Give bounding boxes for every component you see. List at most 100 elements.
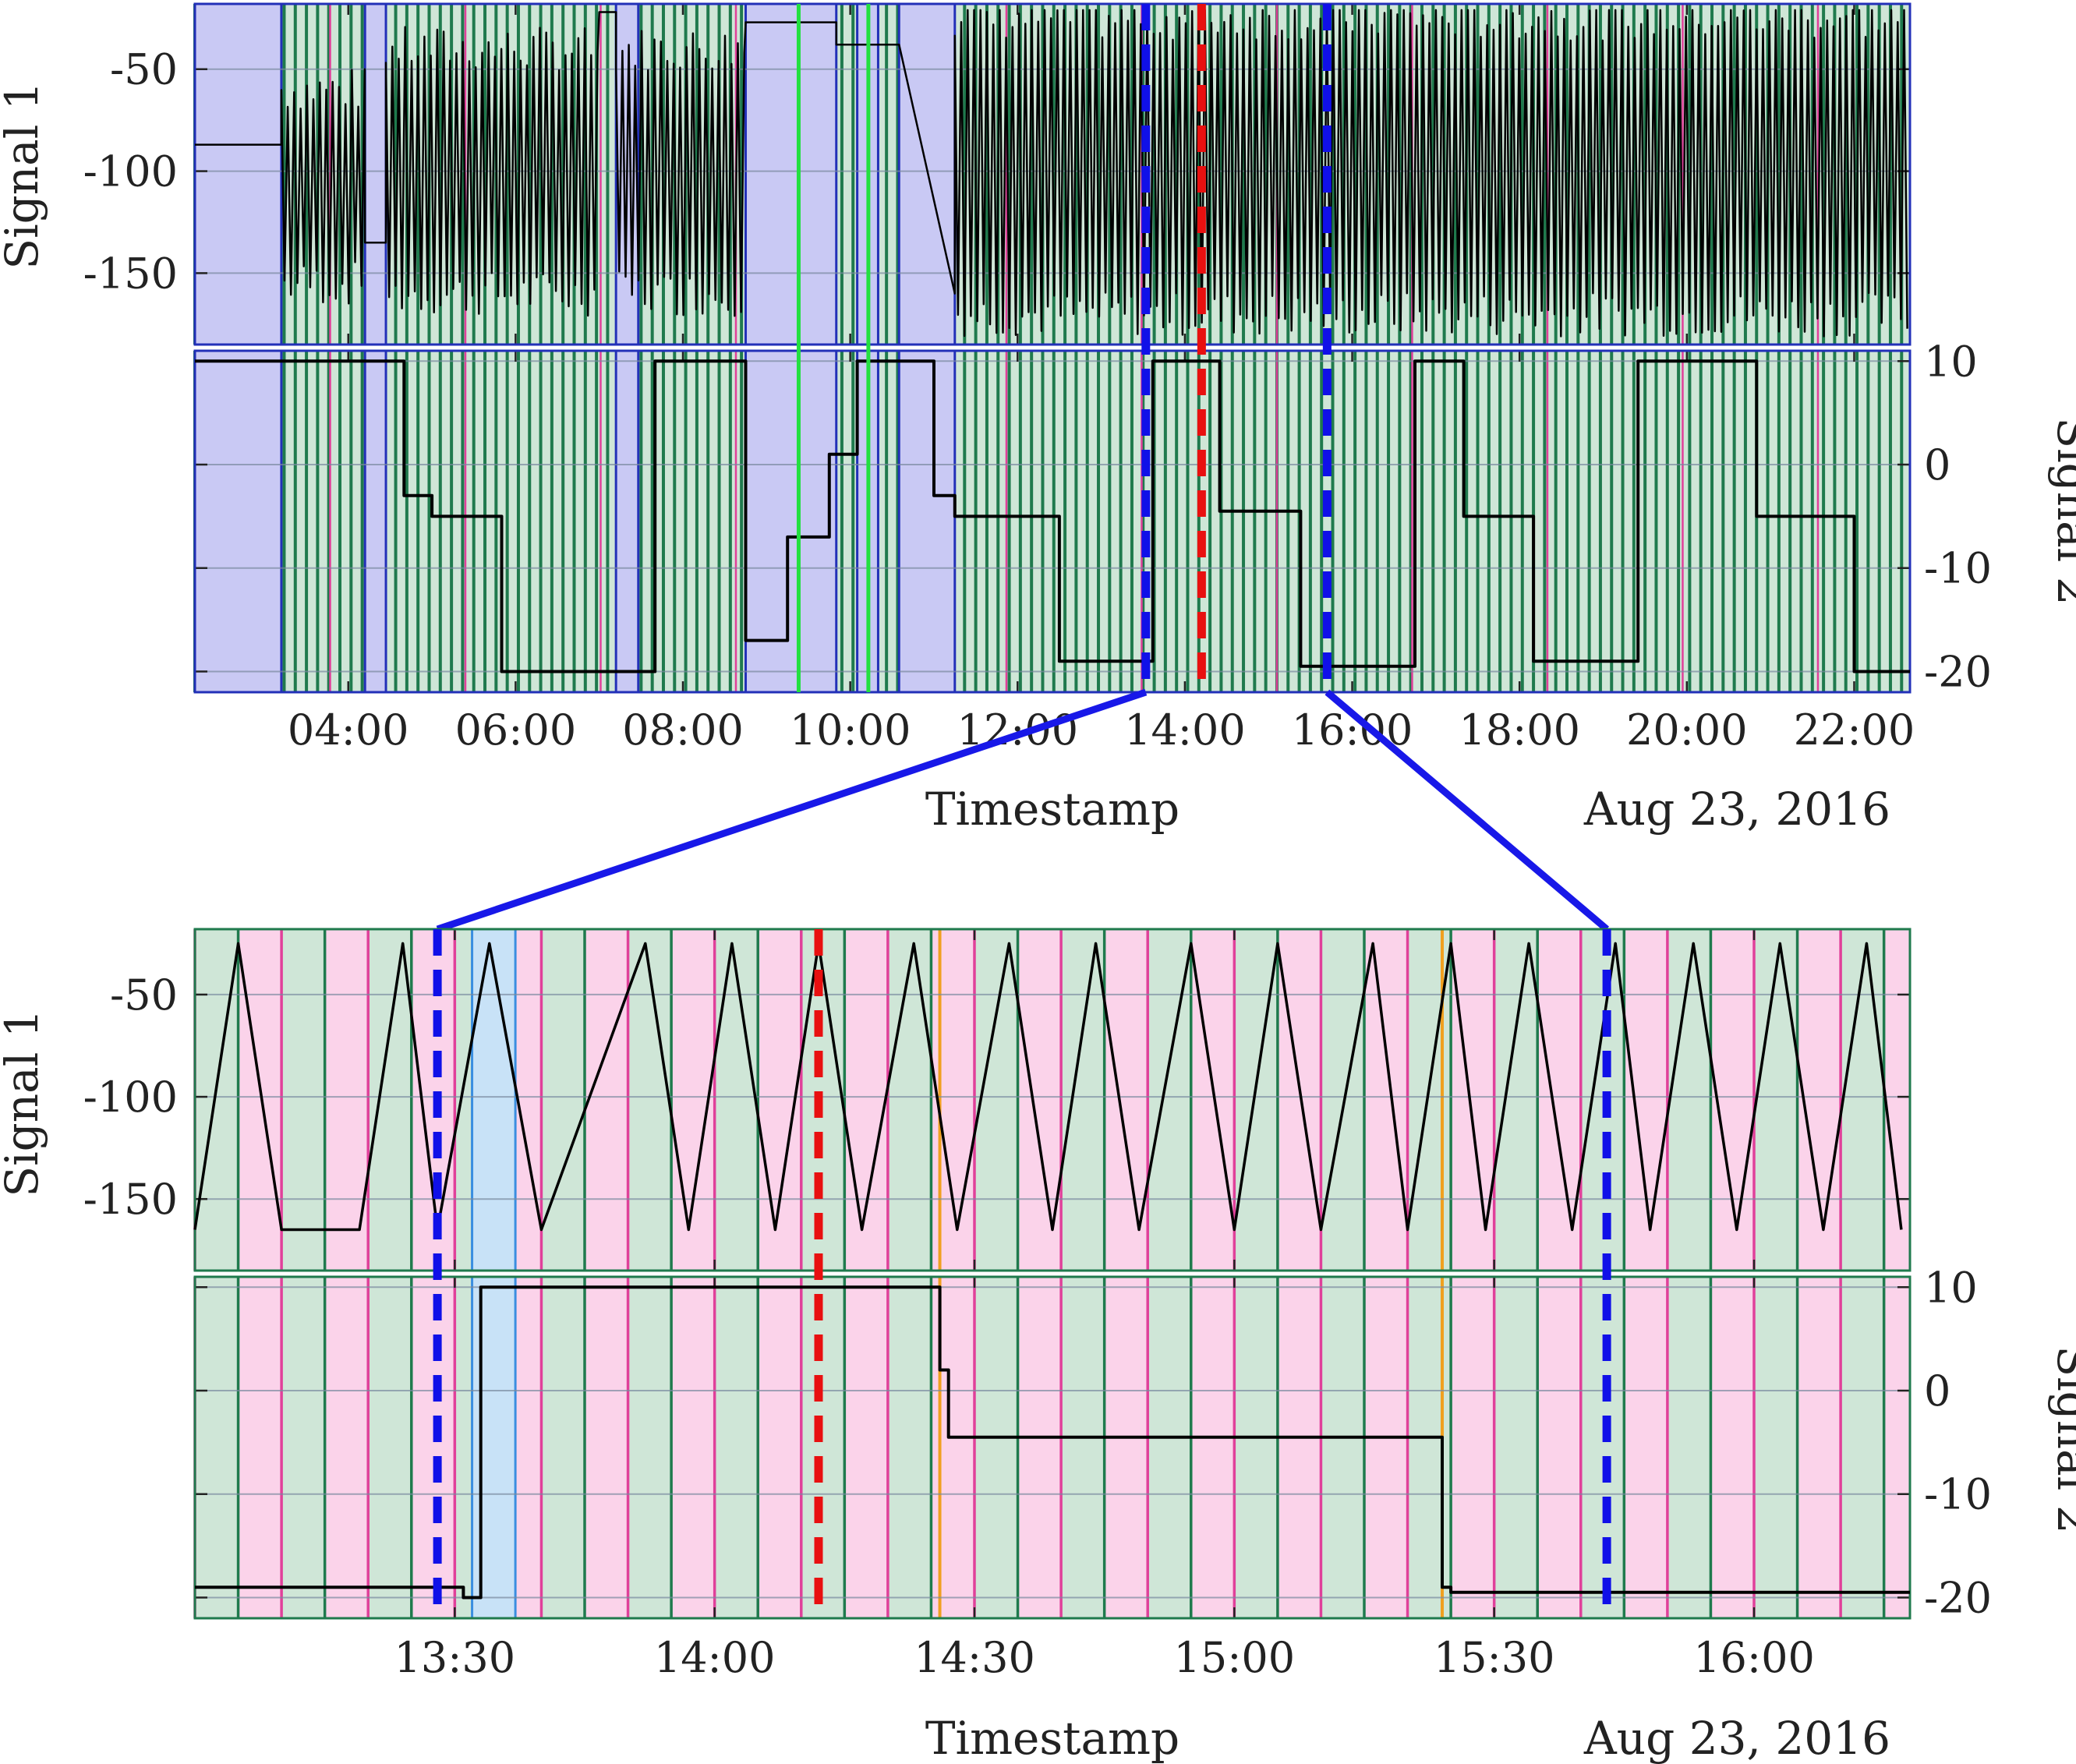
y-tick-label: -20 xyxy=(1924,1573,1992,1622)
zoom-x-ticks: 13:30 14:00 14:30 15:00 15:30 16:00 xyxy=(394,1633,1815,1682)
y-tick-label: -100 xyxy=(83,147,178,196)
blue-region xyxy=(897,349,957,694)
green-band xyxy=(1494,1277,1538,1618)
overview-signal2-ylabel: Signal 2 xyxy=(2047,417,2076,605)
signal1-line xyxy=(195,9,1908,338)
green-band xyxy=(368,1277,412,1618)
y-tick-label: 10 xyxy=(1924,337,1978,386)
x-tick-label: 10:00 xyxy=(790,705,911,755)
y-tick-label: -100 xyxy=(83,1073,178,1122)
blue-region xyxy=(614,349,640,694)
green-band xyxy=(1234,1277,1278,1618)
green-band xyxy=(714,929,759,1271)
green-band xyxy=(195,1277,239,1618)
green-band xyxy=(1841,929,1884,1271)
x-tick-label: 18:00 xyxy=(1459,705,1580,755)
y-tick-label: -150 xyxy=(83,249,178,298)
zoom-signal1-axes: -50 -100 -150 xyxy=(83,928,1912,1272)
zoom-date-label: Aug 23, 2016 xyxy=(1583,1712,1890,1764)
green-band xyxy=(1321,929,1364,1271)
signal2-line xyxy=(195,1285,1910,1600)
blue-region xyxy=(193,349,283,694)
green-band xyxy=(1061,929,1105,1271)
green-band xyxy=(801,1277,845,1618)
green-band xyxy=(1061,1277,1105,1618)
green-band xyxy=(1321,1277,1364,1618)
green-band xyxy=(368,929,412,1271)
y-tick-label: 0 xyxy=(1924,1366,1950,1416)
signal1-line xyxy=(193,942,1903,1232)
green-band xyxy=(1494,929,1538,1271)
green-band xyxy=(1580,929,1625,1271)
overview-signal2-axes: 10 0 -10 -20 xyxy=(193,337,1992,696)
x-tick-label: 15:30 xyxy=(1434,1633,1555,1682)
overview-xlabel: Timestamp xyxy=(925,783,1179,836)
zoom-signal2-ylabel: Signal 2 xyxy=(2047,1345,2076,1533)
overview-chart: -50 -100 -150 10 0 -10 -20 04:00 06:00 08:00 10:… xyxy=(0,2,2076,836)
green-band xyxy=(801,929,845,1271)
green-band xyxy=(541,929,585,1271)
y-tick-label: 10 xyxy=(1924,1263,1978,1312)
signal2-line xyxy=(195,359,1910,673)
x-tick-label: 14:00 xyxy=(1124,705,1246,755)
zoom-chart: -50 -100 -150 10 0 -10 -20 13:30 14:00 14:30 15:… xyxy=(0,928,2076,1764)
green-band xyxy=(541,1277,585,1618)
zoom-connector-lines xyxy=(436,688,1610,933)
zoom-markers xyxy=(433,929,1611,1618)
x-tick-label: 06:00 xyxy=(455,705,577,755)
y-tick-label: -50 xyxy=(110,970,178,1020)
green-band xyxy=(887,1277,932,1618)
blue-region xyxy=(744,2,838,346)
overview-date-label: Aug 23, 2016 xyxy=(1583,783,1890,836)
x-tick-label: 04:00 xyxy=(288,705,409,755)
connector-line xyxy=(436,688,1148,933)
overview-signal1-axes: -50 -100 -150 xyxy=(83,2,1912,346)
overview-markers xyxy=(796,4,1332,692)
zoom-xlabel: Timestamp xyxy=(925,1712,1179,1764)
x-tick-label: 14:00 xyxy=(654,1633,776,1682)
green-band xyxy=(887,929,932,1271)
green-band xyxy=(281,929,325,1271)
x-tick-label: 15:00 xyxy=(1174,1633,1296,1682)
axes-frame xyxy=(193,1275,1912,1620)
blue-region xyxy=(363,349,387,694)
blue-region xyxy=(363,2,387,346)
green-band xyxy=(281,1277,325,1618)
green-band xyxy=(1580,1277,1625,1618)
blue-region xyxy=(897,2,957,346)
green-band xyxy=(1407,1277,1452,1618)
axes-frame xyxy=(193,928,1912,1272)
plot-background xyxy=(195,1277,1910,1618)
green-band xyxy=(1841,1277,1884,1618)
green-band xyxy=(1754,929,1798,1271)
x-tick-label: 20:00 xyxy=(1626,705,1748,755)
green-band xyxy=(628,929,672,1271)
overview-signal1-ylabel: Signal 1 xyxy=(0,81,48,269)
blue-region xyxy=(193,2,283,346)
green-band xyxy=(1148,1277,1191,1618)
y-tick-label: -150 xyxy=(83,1175,178,1224)
x-tick-label: 22:00 xyxy=(1794,705,1915,755)
x-tick-label: 16:00 xyxy=(1693,1633,1815,1682)
axes-frame xyxy=(193,2,1912,346)
y-tick-label: -20 xyxy=(1924,647,1992,696)
overview-x-ticks: 04:00 06:00 08:00 10:00 12:00 14:00 16:00 18:00… xyxy=(288,705,1915,755)
green-band xyxy=(628,1277,672,1618)
x-tick-label: 13:30 xyxy=(394,1633,516,1682)
x-tick-label: 08:00 xyxy=(622,705,744,755)
green-band xyxy=(974,1277,1018,1618)
zoom-signal2-axes: 10 0 -10 -20 xyxy=(193,1263,1992,1622)
x-tick-label: 14:30 xyxy=(914,1633,1035,1682)
green-band xyxy=(714,1277,759,1618)
zoom-signal1-ylabel: Signal 1 xyxy=(0,1009,48,1197)
y-tick-label: 0 xyxy=(1924,440,1950,490)
connector-line xyxy=(1324,689,1610,932)
light-blue-region xyxy=(471,928,517,1272)
light-blue-region xyxy=(471,1275,517,1620)
y-tick-label: -10 xyxy=(1924,1470,1992,1519)
axes-frame xyxy=(193,349,1912,694)
y-tick-label: -50 xyxy=(110,45,178,94)
green-band xyxy=(1754,1277,1798,1618)
y-tick-label: -10 xyxy=(1924,544,1992,593)
